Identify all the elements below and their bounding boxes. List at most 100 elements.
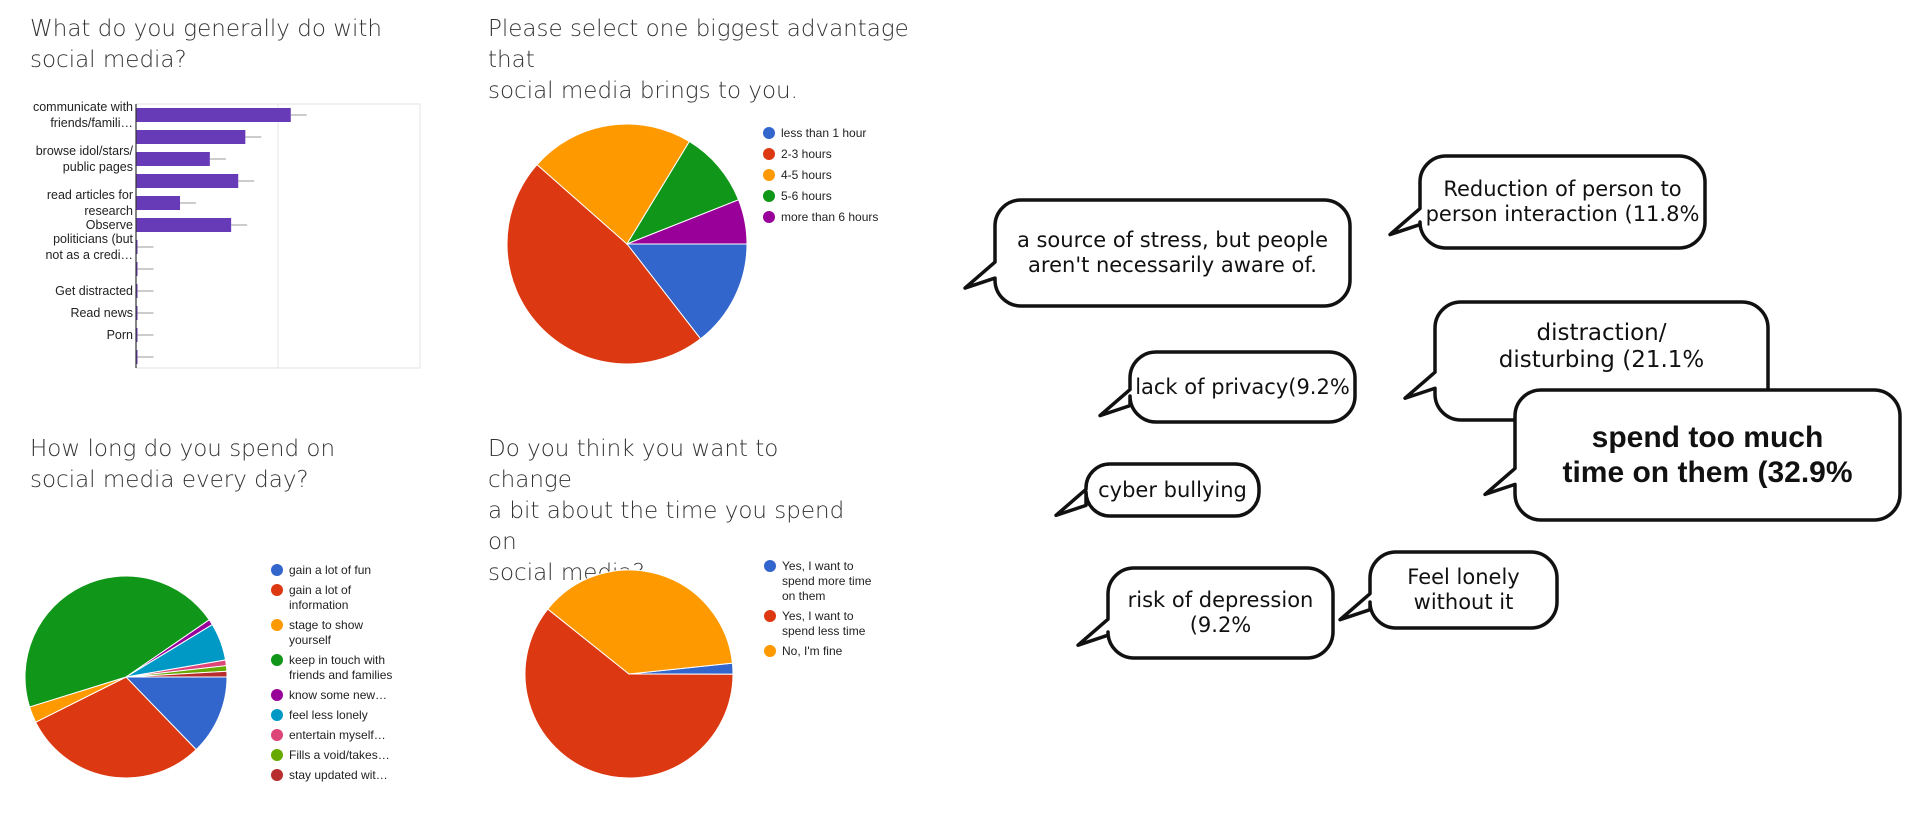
bar [136,240,138,254]
speech-bubble-text: cyber bullying [1098,477,1247,502]
speech-bubble-text: risk of depression (9.2% [1127,588,1314,637]
bar [136,262,138,276]
speech-bubble-outline [1483,388,1902,522]
legend-label: know some new… [289,688,387,702]
legend-swatch [764,610,776,622]
pie-slice [536,123,691,245]
legend-label: 5-6 hours [781,189,832,203]
pie-slice [524,608,734,779]
legend-label: feel less lonely [289,708,368,722]
legend-label: keep in touch with friends and families [289,653,392,682]
bar-category-label: browse idol/stars/public pages [36,144,134,174]
bar [136,152,210,166]
pie-slice [125,670,228,678]
bar [136,306,138,320]
speech-bubble-shape [963,198,1352,308]
legend-label: entertain myself… [289,728,386,742]
legend-label: stay updated wit… [289,768,388,782]
legend-swatch [764,560,776,572]
pie-slice [626,199,748,245]
activities-bar-chart: communicate with friends/famili… browse id… [33,100,421,369]
bar-category-label: politicians (but not as a credi… [45,232,133,262]
question-title-daily-time: How long do you spend on social media ev… [30,436,336,493]
speech-bubble: Reduction of person to person interactio… [1382,152,1709,252]
legend-swatch [271,654,283,666]
speech-bubble-shape [1388,154,1707,250]
bar-category-label: communicate with friends/famili… [33,100,133,130]
speech-bubble-outline [1054,462,1261,518]
speech-bubble-text: Reduction of person to person interactio… [1425,177,1700,226]
speech-bubble-shape [1338,550,1559,630]
legend-swatch [271,729,283,741]
speech-bubble-shape [1054,462,1261,518]
speech-bubble-text: distraction/ disturbing (21.1% [1498,319,1705,373]
legend-label: Yes, I want to spend less time [782,609,866,638]
pie-slice [506,163,702,365]
legend-swatch [271,584,283,596]
pie-slice [625,140,740,246]
question-title-activities: What do you generally do with social med… [30,16,383,73]
bar [136,350,138,364]
legend-swatch [271,689,283,701]
pie-slice [124,676,228,751]
speech-bubble-outline [963,198,1352,308]
speech-bubble-text: Feel lonely without it [1407,565,1520,614]
pie-slice [24,575,210,708]
legend-label: Yes, I want to spend more time on them [782,559,872,603]
pie-slice [625,243,748,340]
speech-bubble-shape [1098,350,1357,424]
bar [136,130,246,144]
speech-bubble-shape [1076,566,1335,660]
legend-label: gain a lot of fun [289,563,371,577]
legend-swatch [763,169,775,181]
speech-bubble: Feel lonely without it [1332,548,1561,632]
pie-slice [547,569,733,675]
bar [136,196,181,210]
speech-bubble: cyber bullying [1048,460,1263,520]
speech-bubble: spend too much time on them (32.9% [1477,386,1904,524]
speech-bubble: risk of depression (9.2% [1070,564,1337,662]
speech-bubble-text: a source of stress, but people aren't ne… [1016,228,1329,277]
speech-bubble-outline [1388,154,1707,250]
bar-category-label: Get distracted [55,284,133,298]
bar-category-label: read articles for research [47,188,133,218]
speech-bubble: lack of privacy(9.2% [1092,348,1359,426]
legend-label: No, I'm fine [782,644,843,658]
legend-swatch [271,619,283,631]
bar [136,284,138,298]
legend-label: more than 6 hours [781,210,878,224]
advantage-pie-chart: less than 1 hour 2-3 hours 4-5 hours 5-6 ho… [506,123,878,365]
legend-swatch [271,749,283,761]
question-title-advantage: Please select one biggest advantage that… [488,16,909,104]
speech-bubble-outline [1338,550,1559,630]
speech-bubble-outline [1076,566,1335,660]
bar [136,218,232,232]
change-time-pie-chart: Yes, I want to spend more time on them Yes,… [524,559,872,779]
bar-category-label: Porn [107,328,133,342]
legend-label: 4-5 hours [781,168,832,182]
legend-swatch [271,709,283,721]
legend-label: stage to show yourself [289,618,363,647]
speech-bubble-outline [1098,350,1357,424]
speech-bubble: a source of stress, but people aren't ne… [957,196,1354,310]
disadvantages-bubbles: Reduction of person to person interactio… [940,130,1902,690]
bar-category-label: Observe [86,218,133,232]
legend-label: gain a lot of information [289,583,352,612]
daily-time-pie-chart: gain a lot of fun gain a lot of informatio… [24,563,392,782]
speech-bubble-text: lack of privacy(9.2% [1135,374,1350,399]
legend-label: less than 1 hour [781,126,866,140]
legend-label: Fills a void/takes… [289,748,390,762]
legend-swatch [763,127,775,139]
legend-swatch [763,148,775,160]
speech-bubble-shape [1483,388,1902,522]
legend-swatch [764,645,776,657]
bar [136,108,291,122]
legend-swatch [271,564,283,576]
legend-swatch [271,769,283,781]
legend-swatch [763,190,775,202]
legend-swatch [763,211,775,223]
speech-bubble-text: spend too much time on them (32.9% [1562,420,1853,489]
bar-category-label: Read news [70,306,133,320]
bar [136,174,239,188]
bar [136,328,138,342]
